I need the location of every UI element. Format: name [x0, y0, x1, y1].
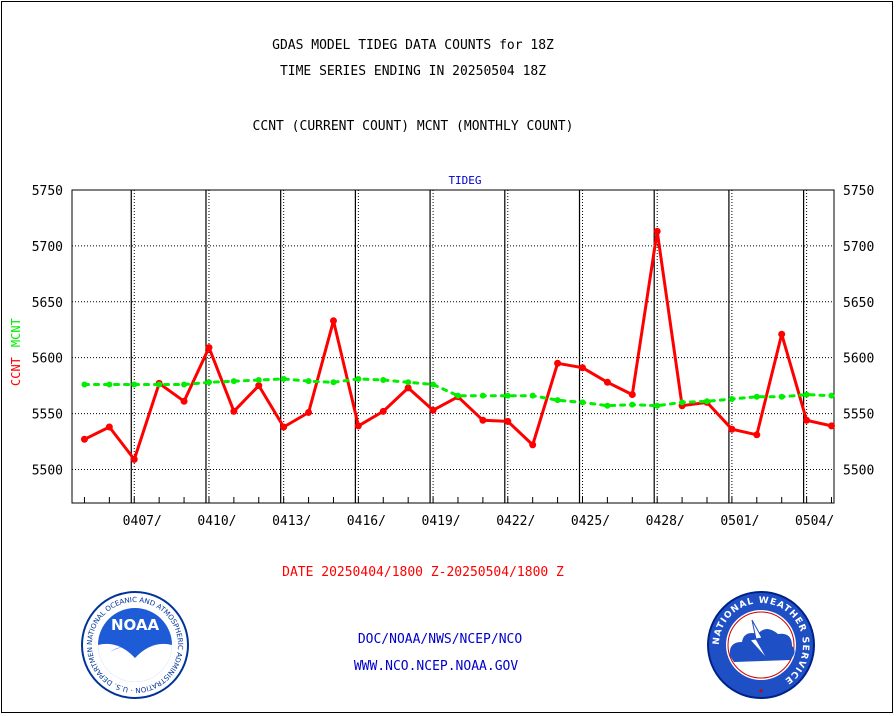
- series-line-mcnt: [83, 377, 833, 408]
- data-point-ccnt: [479, 416, 487, 424]
- data-point-mcnt: [479, 392, 486, 399]
- y-axis-label-ccnt: CCNT: [9, 357, 23, 386]
- data-point-ccnt: [554, 359, 562, 367]
- data-point-ccnt: [628, 391, 636, 399]
- data-point-ccnt: [728, 425, 736, 433]
- y-tick-label-left: 5700: [32, 240, 63, 255]
- data-point-mcnt: [405, 379, 412, 386]
- x-tick-label: 0410/: [197, 514, 236, 529]
- y-tick-label-left: 5750: [32, 184, 63, 199]
- noaa-logo-text: NOAA: [111, 616, 160, 634]
- y-tick-label-right: 5750: [843, 184, 874, 199]
- data-point-mcnt: [679, 399, 686, 406]
- data-point-mcnt: [280, 375, 287, 382]
- y-tick-label-left: 5650: [32, 296, 63, 311]
- data-point-ccnt: [80, 435, 88, 443]
- data-point-mcnt: [380, 377, 387, 384]
- noaa-logo: NOAA NATIONAL OCEANIC AND ATMOSPHERIC AD…: [80, 590, 189, 699]
- data-point-mcnt: [554, 397, 561, 404]
- y-tick-label-left: 5500: [32, 463, 63, 478]
- data-point-mcnt: [106, 381, 113, 388]
- x-tick-label: 0419/: [422, 514, 461, 529]
- data-point-mcnt: [504, 392, 511, 399]
- x-tick-label: 0504/: [795, 514, 834, 529]
- data-point-ccnt: [603, 378, 611, 386]
- nws-star-icon: ★: [758, 686, 764, 696]
- data-point-mcnt: [529, 392, 536, 399]
- y-tick-label-right: 5650: [843, 296, 874, 311]
- y-tick-label-right: 5700: [843, 240, 874, 255]
- x-tick-label: 0407/: [123, 514, 162, 529]
- y-tick-label-left: 5550: [32, 408, 63, 423]
- data-point-mcnt: [305, 378, 312, 385]
- nws-logo: NATIONAL WEATHER SERVICE ★: [707, 591, 815, 699]
- date-range-label: DATE 20250404/1800 Z-20250504/1800 Z: [282, 565, 564, 580]
- y-tick-label-right: 5600: [843, 352, 874, 367]
- data-point-mcnt: [778, 393, 785, 400]
- x-tick-label: 0428/: [646, 514, 685, 529]
- data-point-mcnt: [654, 402, 661, 409]
- data-point-ccnt: [803, 416, 811, 424]
- data-point-mcnt: [604, 402, 611, 409]
- series-line-ccnt: [83, 229, 833, 461]
- x-tick-label: 0416/: [347, 514, 386, 529]
- data-point-ccnt: [105, 423, 113, 431]
- data-point-mcnt: [753, 393, 760, 400]
- data-point-ccnt: [753, 431, 761, 439]
- data-point-mcnt: [579, 399, 586, 406]
- chart-subtitle: CCNT (CURRENT COUNT) MCNT (MONTHLY COUNT…: [252, 119, 574, 134]
- y-axis-label: CCNT MCNT: [9, 318, 23, 386]
- data-point-mcnt: [255, 377, 262, 384]
- data-point-ccnt: [653, 227, 661, 235]
- y-tick-label-right: 5550: [843, 408, 874, 423]
- org-path-label: DOC/NOAA/NWS/NCEP/NCO: [357, 632, 523, 647]
- data-point-mcnt: [230, 378, 237, 385]
- data-point-mcnt: [355, 375, 362, 382]
- data-point-mcnt: [181, 381, 188, 388]
- x-tick-label: 0501/: [720, 514, 759, 529]
- data-point-ccnt: [230, 407, 238, 415]
- data-point-ccnt: [130, 455, 138, 463]
- panel-label: TIDEG: [448, 174, 481, 187]
- data-point-ccnt: [828, 422, 836, 430]
- data-point-ccnt: [255, 382, 263, 390]
- data-point-ccnt: [404, 384, 412, 392]
- x-tick-label: 0425/: [571, 514, 610, 529]
- data-point-mcnt: [205, 379, 212, 386]
- x-tick-label: 0413/: [272, 514, 311, 529]
- data-point-ccnt: [379, 407, 387, 415]
- data-point-mcnt: [803, 391, 810, 398]
- data-point-ccnt: [429, 406, 437, 414]
- data-point-ccnt: [329, 317, 337, 325]
- data-point-mcnt: [828, 392, 835, 399]
- x-tick-label: 0422/: [496, 514, 535, 529]
- plot-area: [71, 189, 835, 504]
- data-point-mcnt: [81, 381, 88, 388]
- data-point-mcnt: [704, 398, 710, 405]
- data-point-mcnt: [728, 396, 735, 403]
- data-point-ccnt: [504, 417, 512, 425]
- y-tick-label-right: 5500: [843, 463, 874, 478]
- chart-title-line1: GDAS MODEL TIDEG DATA COUNTS for 18Z: [272, 38, 554, 53]
- data-point-ccnt: [280, 423, 288, 431]
- data-point-mcnt: [156, 381, 163, 388]
- y-axis-label-mcnt: MCNT: [9, 318, 23, 347]
- data-point-mcnt: [330, 379, 337, 386]
- data-point-ccnt: [205, 344, 213, 352]
- data-point-ccnt: [354, 422, 362, 430]
- data-point-ccnt: [180, 397, 188, 405]
- data-point-ccnt: [529, 441, 537, 449]
- data-point-ccnt: [578, 364, 586, 372]
- chart-title-line2: TIME SERIES ENDING IN 20250504 18Z: [279, 64, 547, 79]
- y-tick-label-left: 5600: [32, 352, 63, 367]
- website-label: WWW.NCO.NCEP.NOAA.GOV: [353, 659, 519, 674]
- data-point-mcnt: [131, 381, 138, 388]
- data-point-mcnt: [430, 381, 437, 388]
- data-point-ccnt: [778, 330, 786, 338]
- data-point-mcnt: [629, 401, 636, 408]
- data-point-ccnt: [305, 408, 313, 416]
- data-point-mcnt: [454, 392, 461, 399]
